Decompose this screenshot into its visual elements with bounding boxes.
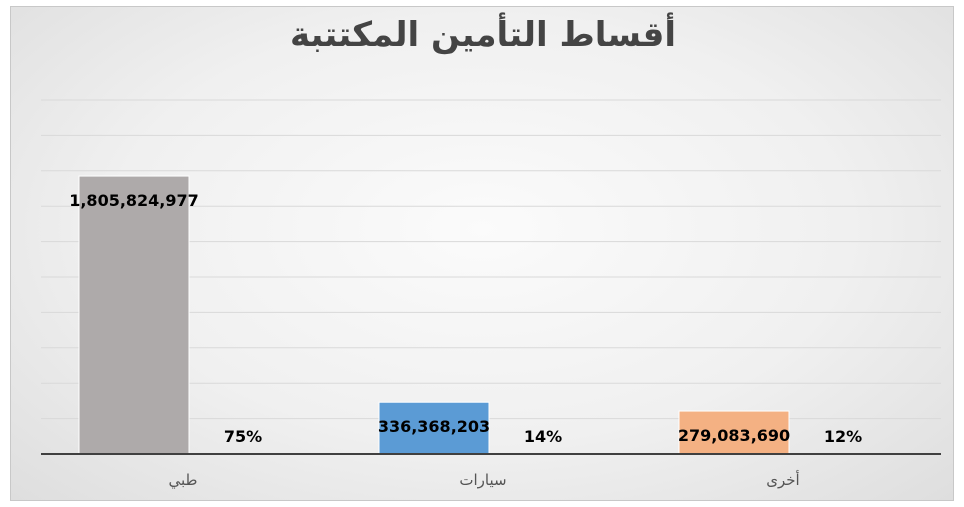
gridlines [41, 99, 941, 420]
category-label: أخرى [766, 470, 799, 489]
percent-label: 14% [524, 427, 562, 446]
chart-title: أقساط التأمين المكتتبة [289, 15, 677, 55]
category-label: طبي [169, 471, 198, 490]
bar-value-label: 279,083,690 [678, 426, 790, 445]
percent-label: 12% [824, 427, 862, 446]
chart-frame: أقساط التأمين المكتتبة 1,805,824,977 75% ط… [10, 6, 954, 501]
labels: 1,805,824,977 75% طبي 336,368,203 14% سيارات 2… [69, 191, 862, 490]
bars [78, 175, 790, 455]
percent-label: 75% [224, 427, 262, 446]
bar-2 [378, 401, 490, 455]
bar-chart: 1,805,824,977 75% طبي 336,368,203 14% سيارات 2… [41, 99, 941, 490]
category-label: سيارات [459, 471, 506, 489]
bar-value-label: 1,805,824,977 [69, 191, 199, 210]
bar-value-label: 336,368,203 [378, 417, 490, 436]
bar-1 [78, 175, 190, 455]
